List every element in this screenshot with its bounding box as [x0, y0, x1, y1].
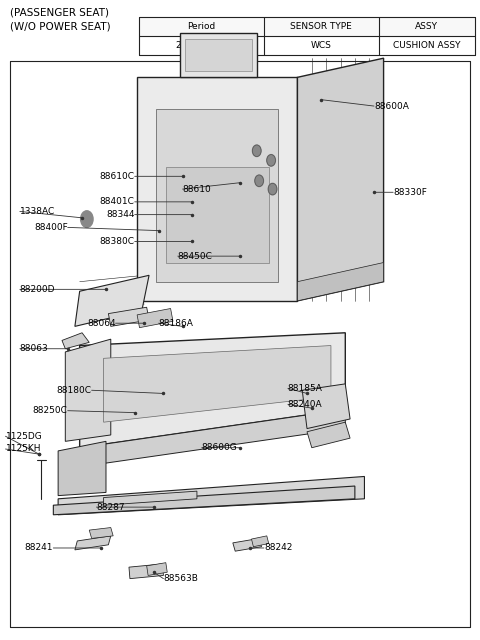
Polygon shape — [302, 384, 350, 429]
Text: (W/O POWER SEAT): (W/O POWER SEAT) — [10, 21, 111, 31]
Text: 88450C: 88450C — [178, 252, 213, 260]
Text: 88380C: 88380C — [100, 237, 135, 246]
Polygon shape — [89, 527, 113, 538]
Polygon shape — [129, 564, 163, 579]
Polygon shape — [298, 262, 384, 301]
Text: 88186A: 88186A — [158, 319, 193, 328]
Polygon shape — [104, 491, 197, 505]
Polygon shape — [108, 307, 149, 326]
Text: 88064: 88064 — [87, 319, 116, 328]
Text: 88400F: 88400F — [34, 223, 68, 232]
Text: 1125DG: 1125DG — [5, 432, 42, 441]
Polygon shape — [233, 538, 262, 551]
Polygon shape — [65, 339, 111, 442]
Text: 88600A: 88600A — [374, 102, 409, 111]
Polygon shape — [53, 486, 355, 515]
Text: 88185A: 88185A — [288, 384, 323, 393]
Text: ASSY: ASSY — [415, 22, 438, 31]
Text: 88344: 88344 — [106, 210, 135, 219]
Text: 1125KH: 1125KH — [5, 445, 41, 454]
Polygon shape — [137, 308, 173, 328]
Text: 88563B: 88563B — [163, 574, 198, 583]
Polygon shape — [137, 77, 298, 301]
Text: 88250C: 88250C — [33, 406, 68, 415]
Polygon shape — [147, 563, 167, 575]
Bar — [379, 17, 475, 36]
Text: 88200D: 88200D — [20, 285, 55, 294]
Polygon shape — [80, 333, 345, 448]
Polygon shape — [307, 422, 350, 448]
Text: 1338AC: 1338AC — [20, 207, 55, 216]
Polygon shape — [298, 58, 384, 301]
Polygon shape — [104, 346, 331, 422]
Text: CUSHION ASSY: CUSHION ASSY — [393, 41, 460, 50]
Polygon shape — [80, 410, 345, 467]
Polygon shape — [62, 333, 89, 349]
Text: 88330F: 88330F — [393, 188, 427, 196]
Circle shape — [252, 145, 261, 157]
Circle shape — [268, 183, 277, 195]
Text: 20061206~: 20061206~ — [175, 41, 228, 50]
Text: 88063: 88063 — [20, 344, 48, 353]
Polygon shape — [75, 536, 111, 550]
Text: 88241: 88241 — [25, 543, 53, 552]
Polygon shape — [166, 167, 269, 262]
Polygon shape — [252, 536, 269, 547]
Text: SENSOR TYPE: SENSOR TYPE — [290, 22, 352, 31]
Text: 88610C: 88610C — [100, 172, 135, 181]
Polygon shape — [58, 442, 106, 495]
Bar — [264, 17, 379, 36]
Circle shape — [255, 175, 264, 186]
Circle shape — [81, 211, 93, 227]
Polygon shape — [180, 33, 257, 77]
Polygon shape — [58, 476, 364, 515]
Text: 88180C: 88180C — [57, 386, 92, 395]
Bar — [140, 17, 264, 36]
Polygon shape — [185, 39, 252, 71]
Text: 88401C: 88401C — [100, 197, 135, 206]
Polygon shape — [156, 109, 278, 282]
Text: WCS: WCS — [311, 41, 332, 50]
Text: 88600G: 88600G — [202, 444, 238, 452]
Text: Period: Period — [188, 22, 216, 31]
Polygon shape — [75, 275, 149, 326]
Circle shape — [267, 155, 276, 166]
Text: 88610: 88610 — [182, 184, 211, 193]
Text: 88287: 88287 — [96, 502, 125, 511]
Text: 88240A: 88240A — [288, 400, 323, 409]
Text: 88242: 88242 — [264, 543, 292, 552]
Text: (PASSENGER SEAT): (PASSENGER SEAT) — [10, 7, 109, 17]
